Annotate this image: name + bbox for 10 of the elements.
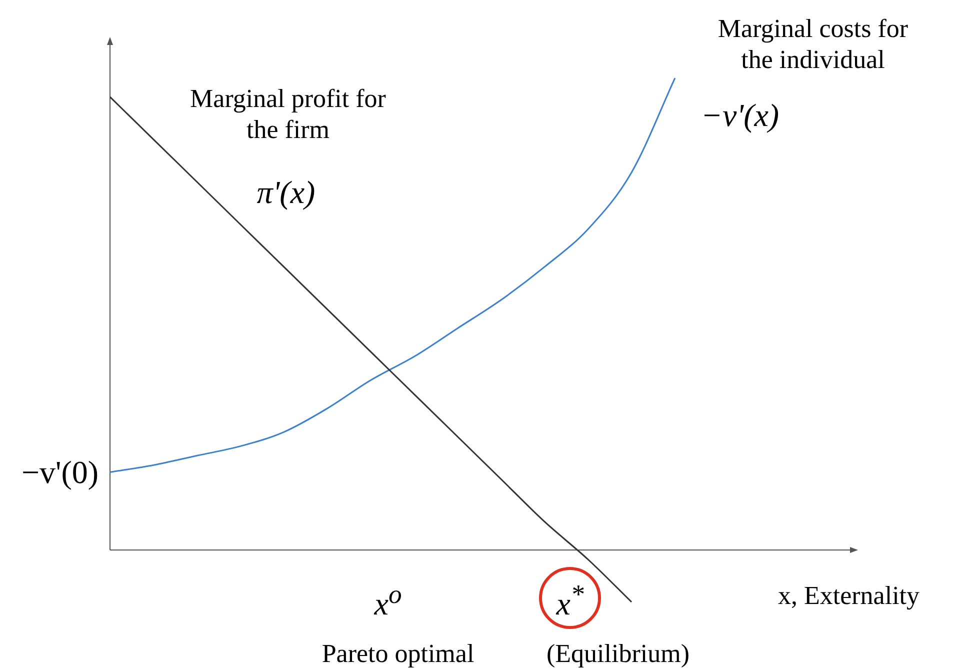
annotation: x$^{*}$ [554, 578, 585, 624]
annotation: Marginal profit for the firm [189, 83, 387, 146]
series-label: π'(x) [256, 173, 316, 212]
annotation: −v'(0) [20, 453, 100, 492]
text: (Equilibrium) [546, 638, 690, 670]
text: Pareto optimal [320, 638, 476, 670]
series-label: −v'(x) [700, 96, 780, 134]
text: Marginal costs for the individual [716, 13, 910, 76]
annotation: x$^{o}$ [372, 578, 403, 624]
x-axis-title: x, Externality [778, 580, 921, 612]
